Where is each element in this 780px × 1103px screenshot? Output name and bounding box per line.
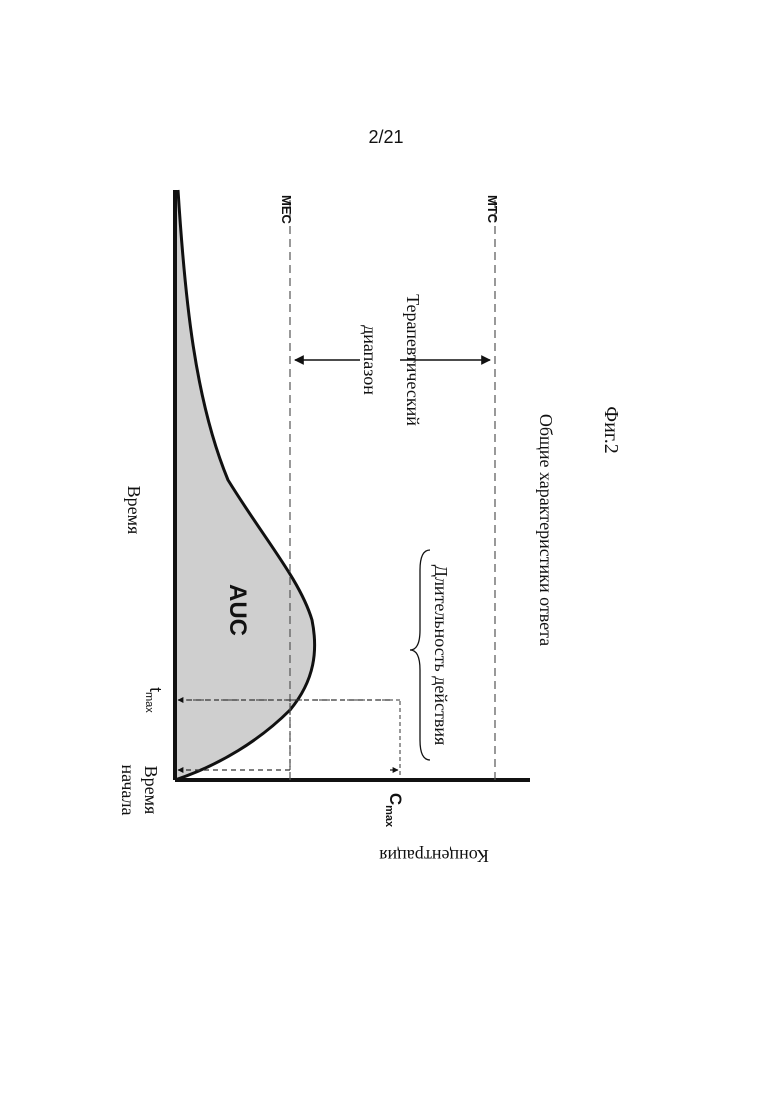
mec-label: MEC: [279, 195, 294, 225]
tmax-label: tmax: [143, 687, 165, 713]
duration-label: Длительность действия: [431, 565, 451, 746]
therapeutic-range-label-2: диапазон: [360, 325, 380, 395]
cmax-main: C: [386, 793, 405, 805]
cmax-sub: max: [383, 805, 395, 828]
duration-brace: [410, 550, 430, 760]
origin-label-line1: Время: [141, 766, 161, 815]
figure-label: Фиг.2: [600, 406, 622, 453]
mtc-label: MTC: [485, 195, 500, 224]
page-number: 2/21: [368, 127, 403, 147]
therapeutic-range-label-1: Терапевтический: [403, 294, 423, 426]
auc-area: [175, 190, 315, 780]
y-axis-label: Концентрация: [379, 846, 489, 866]
figure-subtitle: Общие характеристики ответа: [536, 414, 556, 646]
auc-label: AUC: [224, 584, 251, 636]
x-axis-label: Время: [124, 486, 144, 535]
cmax-label: Cmax: [383, 793, 405, 828]
origin-label-line2: начала: [118, 764, 138, 815]
pk-curve-figure: Фиг.2 Общие характеристики ответа MTC ME…: [118, 190, 622, 828]
tmax-sub: max: [143, 692, 155, 713]
